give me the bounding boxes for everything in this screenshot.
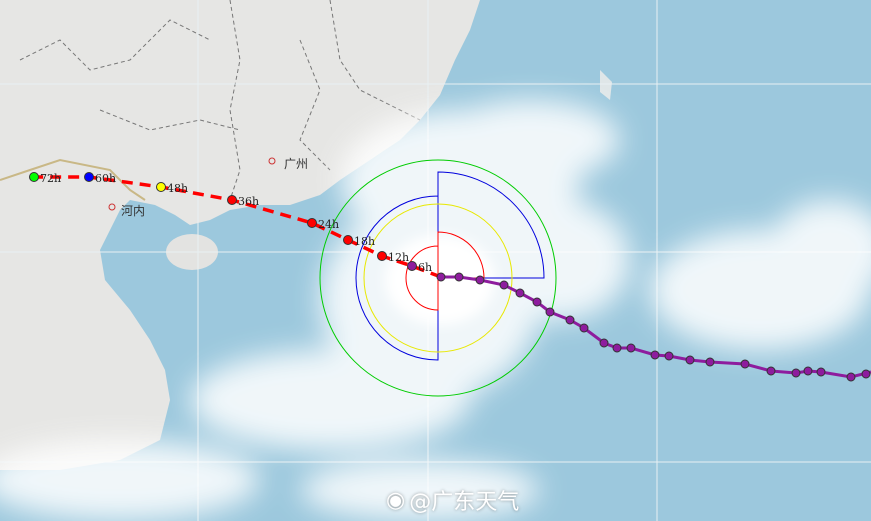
forecast-label-48h: 48h — [167, 182, 188, 195]
past-track-point — [436, 272, 446, 282]
forecast-point-18h — [343, 235, 353, 245]
city-label-guangzhou: 广州 — [284, 157, 308, 171]
forecast-point-24h — [307, 218, 317, 228]
past-track-point — [532, 297, 542, 307]
past-track-point — [626, 343, 636, 353]
past-track-point — [861, 369, 871, 379]
past-track-point — [565, 315, 575, 325]
past-track-point — [766, 366, 776, 376]
city-marker-guangzhou — [268, 157, 276, 165]
city-label-hanoi: 河内 — [121, 204, 145, 218]
past-track-point — [803, 366, 813, 376]
past-track-point — [515, 288, 525, 298]
wind-quadrant-red — [405, 231, 485, 311]
past-track-point — [612, 343, 622, 353]
past-track-point — [499, 280, 509, 290]
past-track-point — [705, 357, 715, 367]
forecast-point-60h — [84, 172, 94, 182]
watermark: ◉ @广东天气 — [386, 484, 519, 516]
past-track-point — [816, 367, 826, 377]
past-track-point — [599, 338, 609, 348]
forecast-point-12h — [377, 251, 387, 261]
land-taiwan — [600, 70, 612, 100]
past-track-point — [579, 323, 589, 333]
forecast-label-24h: 24h — [318, 218, 339, 231]
past-track-point — [846, 372, 856, 382]
forecast-point-36h — [227, 195, 237, 205]
city-marker-hanoi — [108, 203, 116, 211]
past-track-points — [436, 272, 871, 382]
cloud-imagery — [0, 100, 871, 520]
past-track-point — [664, 351, 674, 361]
country-border — [0, 158, 146, 201]
forecast-points: 6h 12h 18h 24h 36h 48h 60h 72h — [29, 172, 432, 274]
forecast-label-36h: 36h — [238, 195, 259, 208]
past-track-point — [740, 359, 750, 369]
forecast-track-line — [34, 175, 442, 279]
forecast-label-72h: 72h — [40, 172, 61, 185]
forecast-point-72h — [29, 172, 39, 182]
forecast-label-60h: 60h — [95, 172, 116, 185]
forecast-label-12h: 12h — [388, 251, 409, 264]
past-track-point — [454, 272, 464, 282]
past-track-point — [475, 275, 485, 285]
wind-circle-yellow — [363, 203, 513, 353]
wind-circle-outer — [319, 159, 557, 397]
past-track-point — [685, 355, 695, 365]
forecast-label-18h: 18h — [354, 235, 375, 248]
watermark-text: @广东天气 — [409, 490, 520, 515]
wind-quadrant-blue — [355, 171, 545, 361]
weibo-icon: ◉ — [386, 487, 406, 513]
forecast-point-48h — [156, 182, 166, 192]
province-borders — [19, 0, 421, 201]
past-track-point — [545, 307, 555, 317]
forecast-point-6h — [407, 261, 417, 271]
past-track-point — [650, 350, 660, 360]
forecast-label-6h: 6h — [418, 261, 432, 274]
past-track-point — [791, 368, 801, 378]
